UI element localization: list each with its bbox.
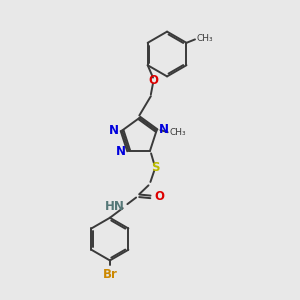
Text: HN: HN: [105, 200, 125, 212]
Text: O: O: [148, 74, 158, 87]
Text: N: N: [109, 124, 119, 136]
Text: CH₃: CH₃: [169, 128, 186, 137]
Text: CH₃: CH₃: [196, 34, 213, 43]
Text: N: N: [116, 146, 126, 158]
Text: S: S: [151, 161, 160, 174]
Text: N: N: [159, 123, 169, 136]
Text: Br: Br: [103, 268, 117, 281]
Text: O: O: [154, 190, 164, 203]
